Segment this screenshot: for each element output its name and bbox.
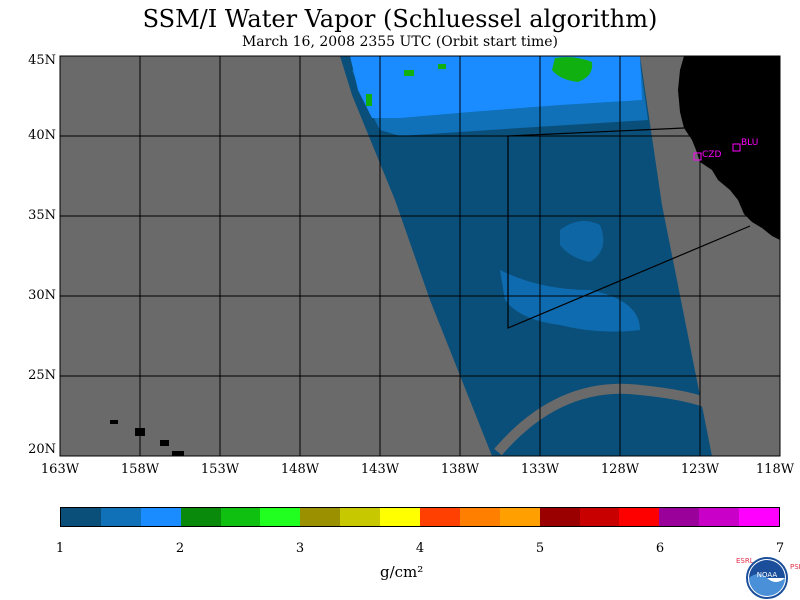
lat-label: 35N <box>28 208 56 223</box>
land-mass-california <box>678 56 780 240</box>
lat-label: 25N <box>28 368 56 383</box>
station-czd-label: CZD <box>702 150 721 160</box>
swath-low-vapor <box>340 56 712 456</box>
swath-green-patch-1 <box>552 57 593 82</box>
lon-label: 163W <box>40 462 80 477</box>
station-blu: BLU <box>732 138 758 152</box>
colorbar <box>60 507 780 527</box>
domain-wedge <box>507 127 751 329</box>
colorbar-segment <box>61 508 101 526</box>
colorbar-tick-label: 6 <box>655 541 665 556</box>
swath-green-patch-2 <box>366 94 372 106</box>
station-czd-marker <box>693 152 702 161</box>
colorbar-segment <box>140 508 181 526</box>
swath-green-patch-4 <box>438 64 446 69</box>
colorbar-tick-label: 2 <box>175 541 185 556</box>
colorbar-segment <box>499 508 540 526</box>
lon-label: 153W <box>200 462 240 477</box>
colorbar-tick-label: 4 <box>415 541 425 556</box>
station-czd: CZD <box>693 150 721 161</box>
colorbar-segment <box>699 508 740 526</box>
colorbar-segment <box>100 508 141 526</box>
lon-label: 158W <box>120 462 160 477</box>
map-subtitle: March 16, 2008 2355 UTC (Orbit start tim… <box>241 34 559 50</box>
lon-label: 118W <box>755 462 795 477</box>
lat-label: 30N <box>28 288 56 303</box>
lat-label: 45N <box>28 53 56 68</box>
colorbar-segment <box>579 508 620 526</box>
lon-label: 143W <box>360 462 400 477</box>
colorbar-units: g/cm² <box>380 563 424 581</box>
lon-label: 133W <box>520 462 560 477</box>
colorbar-segment <box>539 508 580 526</box>
colorbar-segment <box>659 508 700 526</box>
colorbar-segment <box>619 508 660 526</box>
noaa-logo: NOAA <box>746 557 788 599</box>
colorbar-segment <box>420 508 460 526</box>
lon-label: 138W <box>440 462 480 477</box>
station-blu-marker <box>732 143 741 152</box>
lat-label: 40N <box>28 128 56 143</box>
swath-mid-vapor-central <box>560 221 604 262</box>
colorbar-segment <box>739 508 780 526</box>
colorbar-tick-label: 1 <box>55 541 65 556</box>
graticule <box>60 56 780 456</box>
lon-label: 123W <box>680 462 720 477</box>
lon-label: 148W <box>280 462 320 477</box>
orbit-gap-arc <box>494 383 715 456</box>
colorbar-segment <box>260 508 301 526</box>
colorbar-tick-label: 3 <box>295 541 305 556</box>
colorbar-segment <box>300 508 341 526</box>
colorbar-tick-label: 5 <box>535 541 545 556</box>
colorbar-tick-label: 7 <box>775 541 785 556</box>
colorbar-segment <box>220 508 261 526</box>
swath-green-patch-3 <box>404 70 414 76</box>
map-title: SSM/I Water Vapor (Schluessel algorithm) <box>142 5 658 33</box>
lon-label: 128W <box>600 462 640 477</box>
lat-label: 20N <box>28 442 56 457</box>
colorbar-segment <box>380 508 421 526</box>
station-blu-label: BLU <box>741 138 758 148</box>
noaa-logo-text: NOAA <box>757 571 778 579</box>
colorbar-segment <box>340 508 381 526</box>
map-frame <box>59 55 781 457</box>
colorbar-segment <box>459 508 500 526</box>
psd-logo-text: PSD <box>790 563 800 571</box>
colorbar-segment <box>180 508 221 526</box>
